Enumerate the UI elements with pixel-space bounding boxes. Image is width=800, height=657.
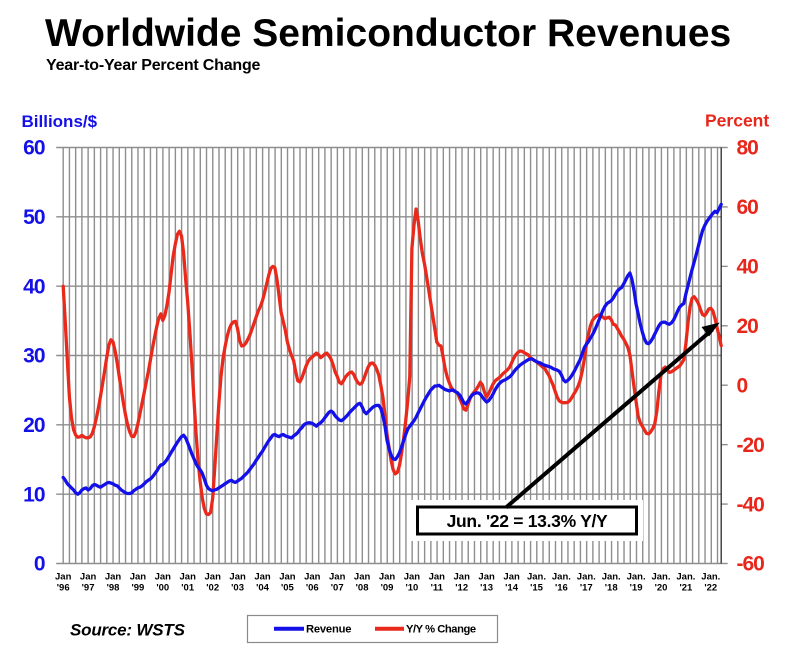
svg-text:-40: -40 (737, 493, 765, 516)
svg-text:Jan: Jan (354, 572, 371, 583)
svg-text:Jan: Jan (254, 572, 271, 583)
svg-text:Worldwide Semiconductor Revenu: Worldwide Semiconductor Revenues (45, 12, 731, 55)
svg-text:0: 0 (34, 553, 45, 576)
svg-text:'96: '96 (57, 583, 70, 594)
svg-text:'06: '06 (306, 583, 319, 594)
svg-text:40: 40 (737, 256, 759, 279)
svg-text:'11: '11 (431, 583, 444, 594)
svg-text:-20: -20 (737, 434, 765, 457)
svg-text:Jan.: Jan. (701, 572, 720, 583)
svg-text:0: 0 (737, 374, 748, 397)
svg-text:'99: '99 (131, 583, 144, 594)
svg-text:'19: '19 (630, 583, 643, 594)
svg-text:Jan: Jan (478, 572, 495, 583)
svg-text:Jan: Jan (180, 572, 197, 583)
svg-text:Jan.: Jan. (676, 572, 695, 583)
svg-text:Jan.: Jan. (651, 572, 670, 583)
svg-text:Jan: Jan (404, 572, 421, 583)
svg-text:'97: '97 (82, 583, 95, 594)
svg-text:'16: '16 (555, 583, 568, 594)
svg-text:Jan.: Jan. (627, 572, 646, 583)
svg-text:'00: '00 (156, 583, 169, 594)
svg-text:Jan: Jan (279, 572, 296, 583)
svg-text:'14: '14 (505, 583, 519, 594)
svg-text:Jan: Jan (229, 572, 246, 583)
svg-text:Year-to-Year Percent Change: Year-to-Year Percent Change (46, 57, 261, 74)
svg-text:Jan: Jan (80, 572, 97, 583)
svg-text:50: 50 (23, 206, 45, 229)
svg-text:Jan: Jan (155, 572, 172, 583)
svg-text:'22: '22 (704, 583, 717, 594)
svg-text:20: 20 (23, 414, 45, 437)
svg-text:Jan: Jan (429, 572, 446, 583)
svg-text:60: 60 (737, 196, 759, 219)
svg-text:10: 10 (23, 483, 45, 506)
svg-text:'18: '18 (605, 583, 618, 594)
svg-text:'09: '09 (381, 583, 394, 594)
svg-text:'12: '12 (455, 583, 468, 594)
svg-text:Jan: Jan (130, 572, 147, 583)
svg-text:Y/Y % Change: Y/Y % Change (406, 624, 476, 636)
svg-text:30: 30 (23, 345, 45, 368)
svg-text:Revenue: Revenue (306, 624, 351, 636)
svg-text:Source: WSTS: Source: WSTS (70, 621, 186, 640)
svg-text:'15: '15 (530, 583, 544, 594)
svg-text:Jan: Jan (454, 572, 471, 583)
svg-text:Jan: Jan (205, 572, 222, 583)
svg-text:Jan: Jan (105, 572, 122, 583)
svg-text:Jun. '22 = 13.3% Y/Y: Jun. '22 = 13.3% Y/Y (447, 511, 608, 531)
svg-text:Jan.: Jan. (602, 572, 621, 583)
svg-text:'17: '17 (580, 583, 593, 594)
svg-text:'10: '10 (405, 583, 418, 594)
svg-text:'07: '07 (331, 583, 344, 594)
svg-text:Jan.: Jan. (552, 572, 571, 583)
svg-text:Jan: Jan (329, 572, 346, 583)
svg-text:Jan: Jan (503, 572, 520, 583)
svg-text:Billions/$: Billions/$ (22, 112, 98, 131)
svg-text:'05: '05 (281, 583, 295, 594)
svg-text:40: 40 (23, 275, 45, 298)
svg-text:'03: '03 (231, 583, 244, 594)
svg-text:Jan: Jan (379, 572, 396, 583)
svg-text:'08: '08 (356, 583, 369, 594)
svg-text:Jan: Jan (55, 572, 72, 583)
svg-text:60: 60 (23, 137, 45, 160)
svg-text:80: 80 (737, 137, 759, 160)
svg-text:'04: '04 (256, 583, 270, 594)
svg-text:'02: '02 (206, 583, 219, 594)
svg-text:'98: '98 (107, 583, 120, 594)
svg-text:Jan.: Jan. (577, 572, 596, 583)
svg-text:'21: '21 (679, 583, 693, 594)
svg-text:'13: '13 (480, 583, 493, 594)
svg-text:'20: '20 (655, 583, 668, 594)
svg-text:'01: '01 (181, 583, 195, 594)
svg-text:-60: -60 (737, 553, 765, 576)
svg-text:Percent: Percent (705, 111, 769, 131)
svg-text:Jan: Jan (304, 572, 321, 583)
svg-text:20: 20 (737, 315, 759, 338)
svg-text:Jan.: Jan. (527, 572, 546, 583)
